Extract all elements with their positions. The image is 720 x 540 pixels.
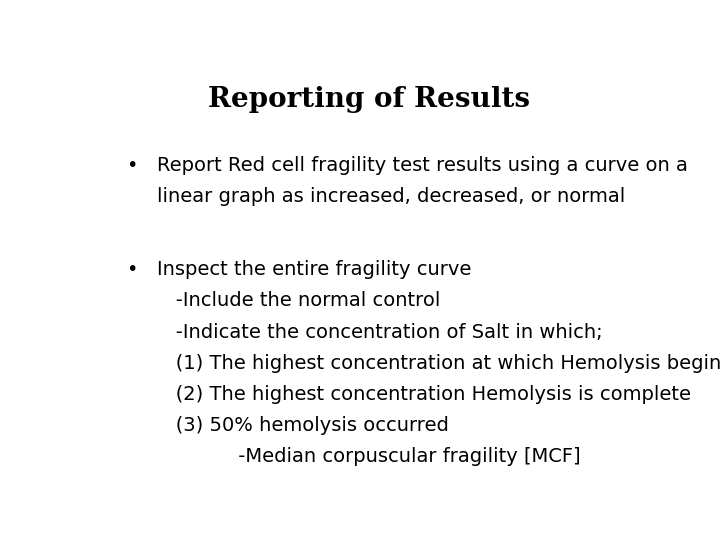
Text: •: • <box>126 260 138 279</box>
Text: -Indicate the concentration of Salt in which;: -Indicate the concentration of Salt in w… <box>157 322 603 342</box>
Text: Inspect the entire fragility curve: Inspect the entire fragility curve <box>157 260 472 279</box>
Text: (2) The highest concentration Hemolysis is complete: (2) The highest concentration Hemolysis … <box>157 385 691 404</box>
Text: Report Red cell fragility test results using a curve on a: Report Red cell fragility test results u… <box>157 156 688 176</box>
Text: linear graph as increased, decreased, or normal: linear graph as increased, decreased, or… <box>157 187 625 206</box>
Text: -Median corpuscular fragility [MCF]: -Median corpuscular fragility [MCF] <box>157 447 580 467</box>
Text: (1) The highest concentration at which Hemolysis begins: (1) The highest concentration at which H… <box>157 354 720 373</box>
Text: •: • <box>126 156 138 176</box>
Text: Reporting of Results: Reporting of Results <box>208 85 530 113</box>
Text: (3) 50% hemolysis occurred: (3) 50% hemolysis occurred <box>157 416 449 435</box>
Text: -Include the normal control: -Include the normal control <box>157 292 441 310</box>
